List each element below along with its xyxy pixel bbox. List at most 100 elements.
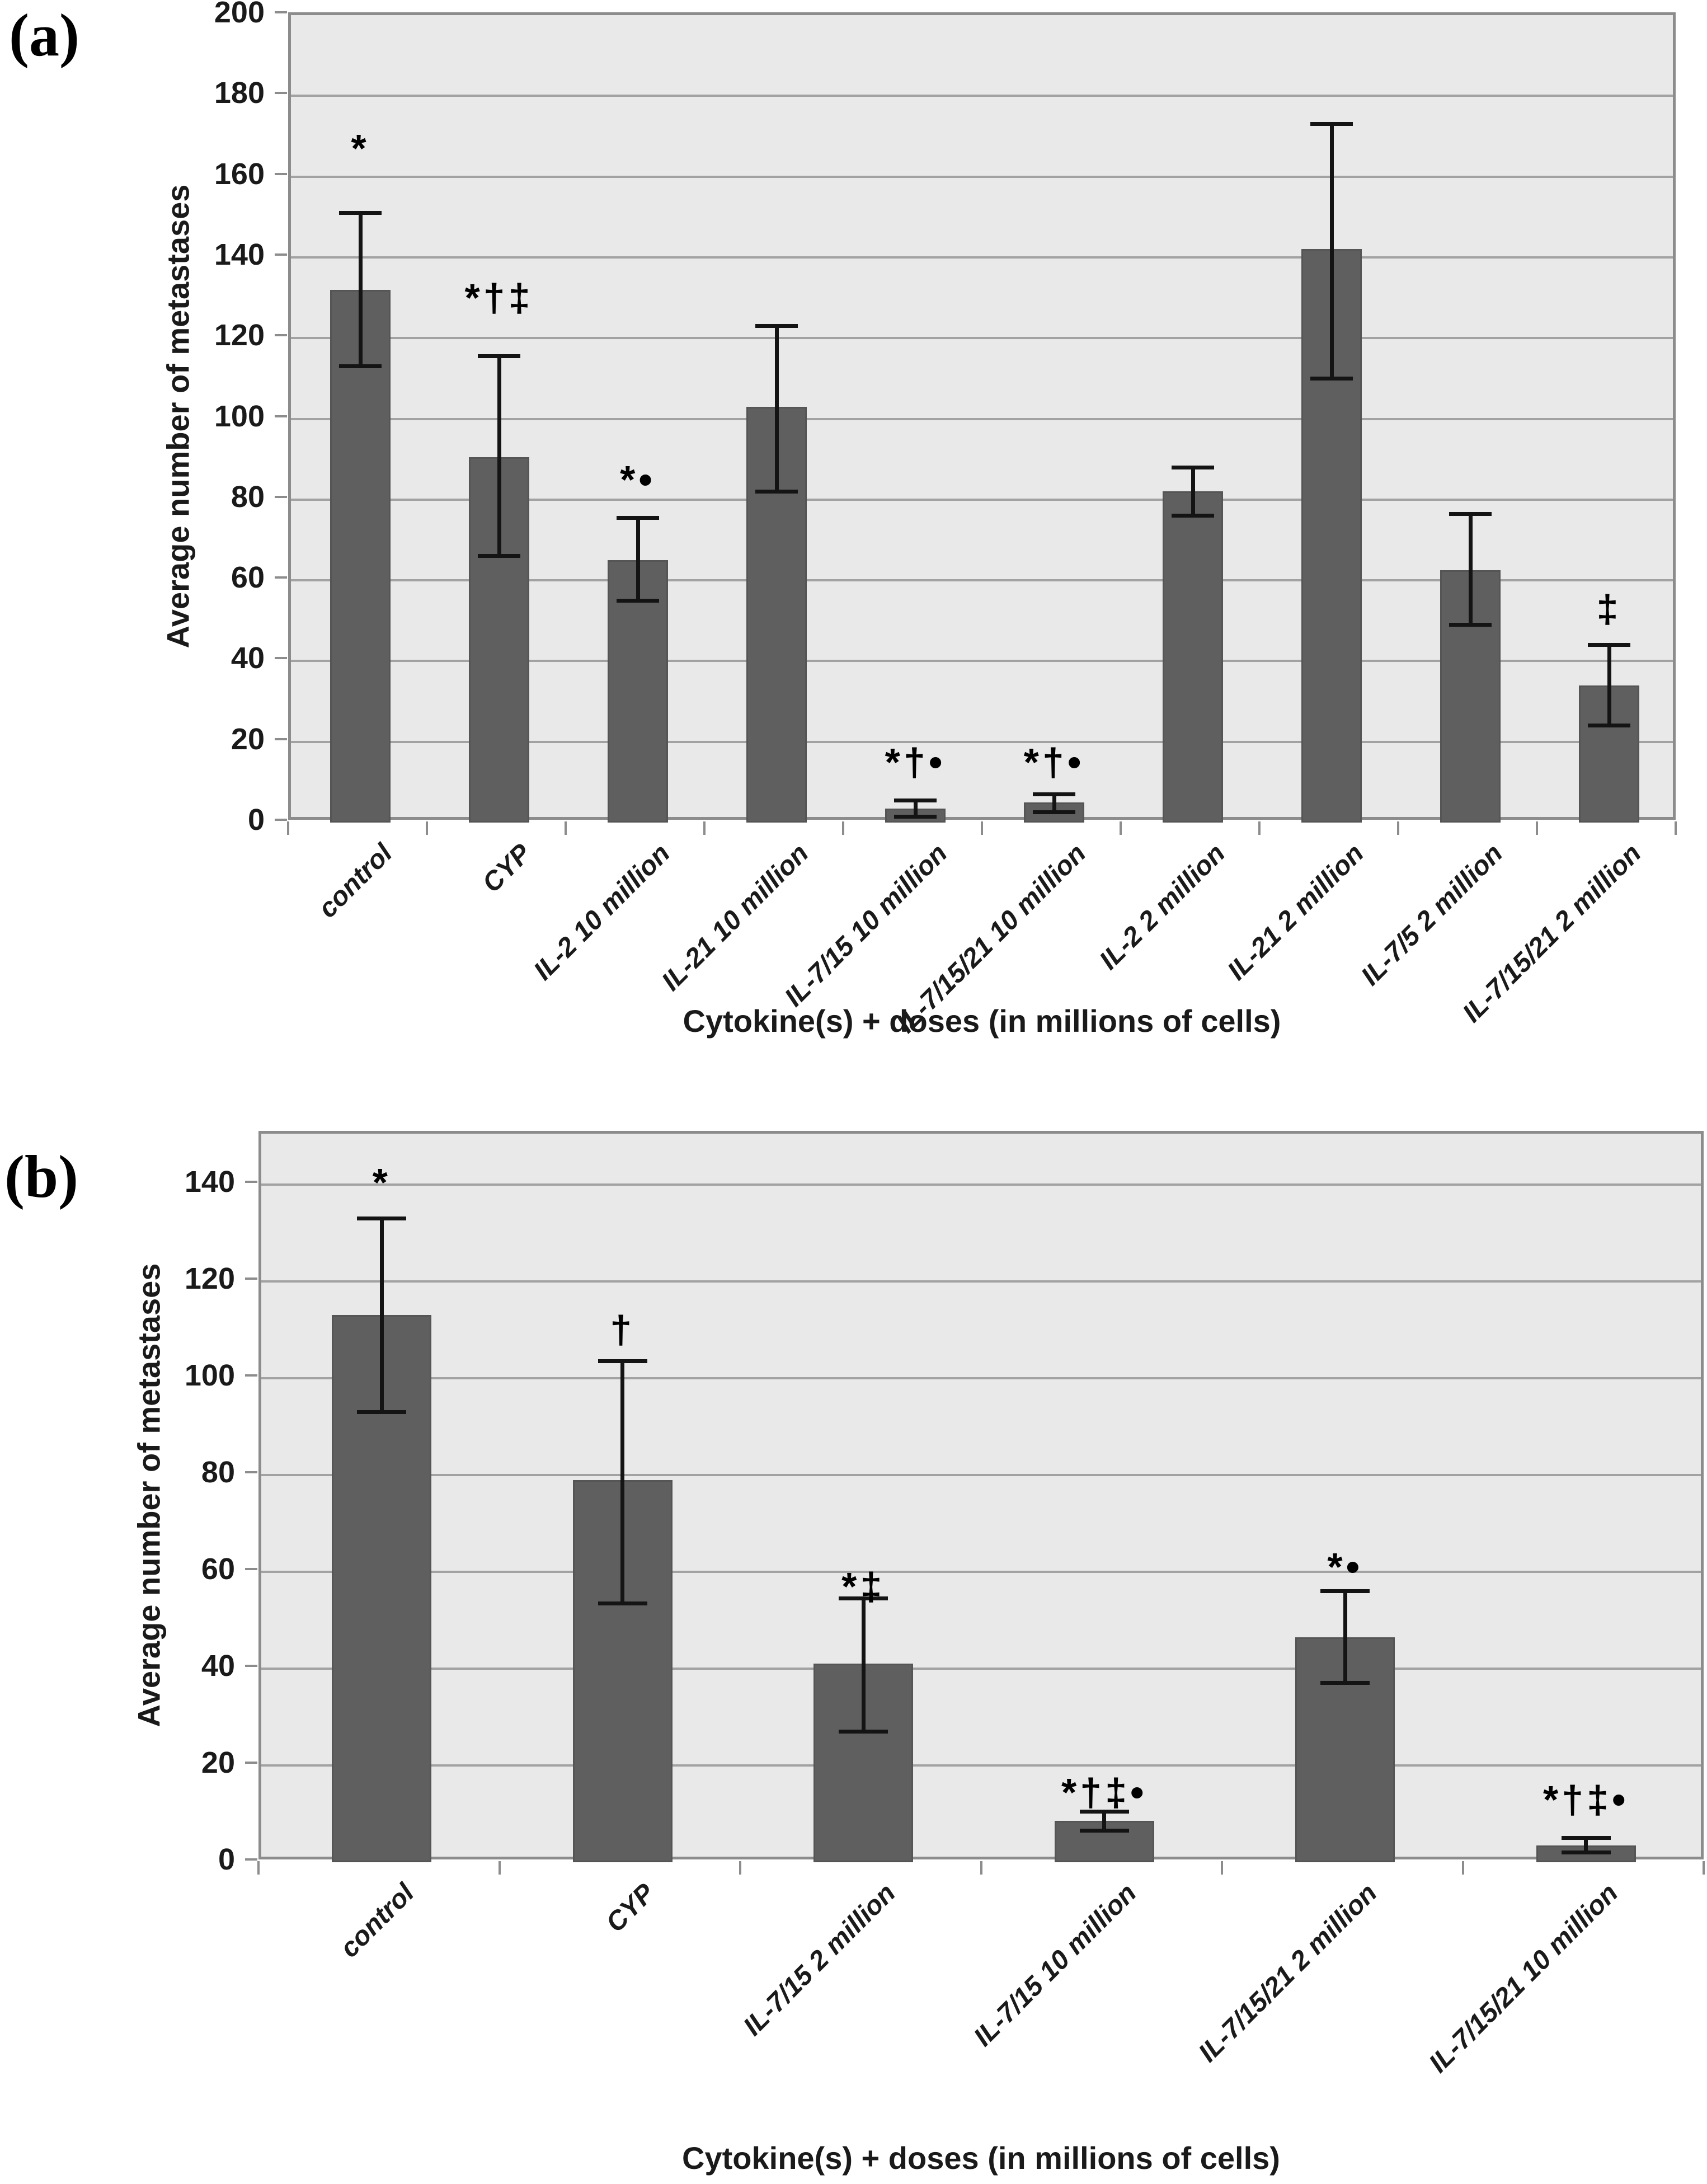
x-tick-mark: [703, 821, 706, 835]
category-label: IL-21 2 million: [1221, 838, 1370, 987]
error-bar-cap: [1079, 1829, 1129, 1833]
error-bar-cap: [478, 354, 520, 359]
panel-a-letter: (a): [9, 2, 79, 69]
y-tick-label: 0: [247, 803, 265, 837]
y-tick-label: 200: [214, 0, 265, 29]
x-tick-mark: [565, 821, 567, 835]
category-label: IL-7/15 2 million: [737, 1878, 902, 2042]
error-bar: [1102, 1811, 1107, 1831]
error-bar-cap: [1310, 376, 1353, 381]
error-bar-cap: [1561, 1836, 1611, 1840]
y-tick-label: 120: [184, 1261, 235, 1295]
y-tick-mark: [275, 415, 287, 417]
error-bar-cap: [1320, 1589, 1370, 1594]
error-bar-cap: [755, 489, 798, 494]
error-bar-cap: [617, 515, 659, 520]
category-label: control: [334, 1878, 420, 1964]
y-tick-mark: [245, 1277, 257, 1280]
category-label: CYP: [600, 1878, 661, 1938]
significance-annotation: *•: [1327, 1545, 1363, 1589]
y-tick-mark: [275, 253, 287, 256]
error-bar-cap: [1033, 792, 1075, 796]
error-bar: [913, 800, 918, 817]
error-bar: [1052, 794, 1056, 812]
error-bar-cap: [478, 554, 520, 558]
y-tick-label: 100: [214, 399, 265, 433]
x-tick-mark: [1120, 821, 1122, 835]
y-tick-label: 20: [231, 722, 265, 756]
y-tick-mark: [275, 738, 287, 740]
category-label: IL-2 10 million: [528, 838, 676, 987]
error-bar-cap: [598, 1359, 647, 1364]
category-label: IL-7/15/21 10 million: [1423, 1878, 1624, 2079]
error-bar: [1607, 645, 1611, 726]
error-bar-cap: [339, 364, 382, 369]
y-tick-mark: [275, 576, 287, 579]
y-tick-label: 40: [231, 641, 265, 675]
gridline: [291, 417, 1673, 420]
y-tick-label: 160: [214, 157, 265, 191]
error-bar-cap: [839, 1729, 888, 1734]
y-tick-mark: [275, 657, 287, 660]
panel-b-plot-area: * † *‡ *†‡• *• *†‡•: [258, 1131, 1704, 1862]
error-bar: [774, 326, 779, 492]
x-tick-mark: [1461, 1861, 1464, 1875]
significance-annotation: *: [372, 1160, 391, 1204]
gridline: [291, 579, 1673, 582]
gridline: [261, 1473, 1701, 1476]
x-tick-mark: [980, 1861, 982, 1875]
significance-annotation: *†•: [885, 740, 946, 784]
category-label: IL-7/15 10 million: [968, 1878, 1142, 2053]
error-bar: [1191, 467, 1195, 516]
panel-b-letter: (b): [4, 1144, 78, 1210]
y-tick-mark: [275, 334, 287, 337]
x-tick-mark: [739, 1861, 741, 1875]
y-tick-mark: [275, 819, 287, 821]
gridline: [261, 1377, 1701, 1379]
error-bar: [1468, 514, 1473, 625]
category-label: IL-7/15/21 2 million: [1193, 1878, 1384, 2068]
y-tick-label: 60: [201, 1552, 235, 1586]
y-tick-mark: [245, 1567, 257, 1570]
significance-annotation: *†‡•: [1061, 1770, 1148, 1814]
significance-annotation: *‡: [841, 1564, 886, 1608]
panel-b-x-axis-title: Cytokine(s) + doses (in millions of cell…: [682, 2140, 1280, 2176]
x-tick-mark: [498, 1861, 501, 1875]
y-tick-label: 80: [201, 1455, 235, 1489]
significance-annotation: *: [351, 126, 370, 171]
error-bar-cap: [894, 814, 937, 819]
x-tick-mark: [1221, 1861, 1223, 1875]
y-tick-mark: [275, 92, 287, 95]
error-bar-cap: [1172, 514, 1214, 518]
error-bar: [379, 1218, 384, 1412]
y-tick-mark: [275, 495, 287, 498]
error-bar: [1343, 1591, 1347, 1683]
y-tick-mark: [275, 172, 287, 175]
y-tick-label: 0: [218, 1843, 235, 1876]
error-bar-cap: [1449, 622, 1492, 627]
category-label: IL-21 10 million: [656, 838, 815, 997]
y-tick-label: 100: [184, 1358, 235, 1392]
y-tick-label: 120: [214, 318, 265, 353]
significance-annotation: *†‡•: [1543, 1777, 1629, 1821]
error-bar-cap: [1310, 122, 1353, 126]
error-bar-cap: [617, 598, 659, 603]
panel-a-plot-area: * *†‡ *• *†• *†• ‡: [288, 12, 1676, 823]
y-tick-label: 140: [214, 237, 265, 271]
y-tick-label: 180: [214, 76, 265, 110]
x-tick-mark: [287, 821, 289, 835]
gridline: [291, 95, 1673, 97]
x-tick-mark: [1675, 821, 1677, 835]
x-tick-mark: [426, 821, 428, 835]
gridline: [291, 660, 1673, 663]
error-bar-cap: [1449, 511, 1492, 516]
y-tick-mark: [245, 1374, 257, 1377]
x-tick-mark: [842, 821, 844, 835]
error-bar: [1329, 124, 1334, 379]
error-bar-cap: [339, 211, 382, 215]
error-bar: [1584, 1838, 1588, 1853]
category-label: control: [313, 838, 398, 924]
error-bar-cap: [1561, 1850, 1611, 1855]
error-bar: [861, 1598, 866, 1732]
